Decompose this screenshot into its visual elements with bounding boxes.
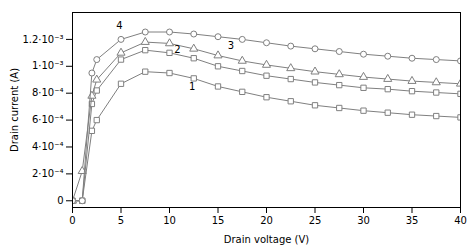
svg-text:40: 40 — [454, 215, 467, 226]
svg-text:25: 25 — [309, 215, 322, 226]
svg-text:4·10⁻⁴: 4·10⁻⁴ — [32, 141, 64, 152]
svg-text:5: 5 — [118, 215, 124, 226]
svg-text:15: 15 — [212, 215, 225, 226]
svg-text:0: 0 — [69, 215, 75, 226]
svg-text:4: 4 — [116, 20, 122, 31]
svg-text:8·10⁻⁴: 8·10⁻⁴ — [32, 87, 64, 98]
svg-text:2·10⁻⁴: 2·10⁻⁴ — [32, 168, 64, 179]
svg-text:1.2·10⁻³: 1.2·10⁻³ — [22, 34, 63, 45]
svg-text:6·10⁻⁴: 6·10⁻⁴ — [32, 114, 64, 125]
svg-text:3: 3 — [228, 40, 234, 51]
svg-text:2: 2 — [174, 44, 180, 55]
svg-text:0: 0 — [57, 195, 63, 206]
svg-text:Drain current (A): Drain current (A) — [9, 68, 20, 152]
svg-text:20: 20 — [260, 215, 273, 226]
svg-text:30: 30 — [357, 215, 370, 226]
svg-text:Drain voltage (V): Drain voltage (V) — [224, 234, 310, 245]
svg-text:10: 10 — [163, 215, 176, 226]
svg-text:1·10⁻³: 1·10⁻³ — [32, 60, 64, 71]
svg-text:35: 35 — [406, 215, 419, 226]
svg-text:1: 1 — [189, 81, 195, 92]
